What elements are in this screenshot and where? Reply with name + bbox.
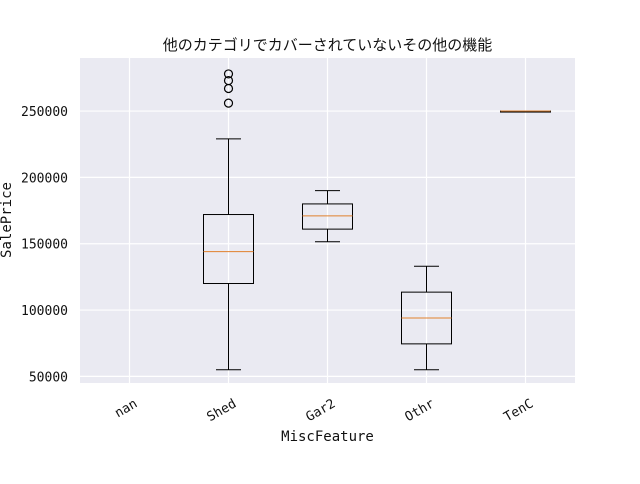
x-tick-label: Othr: [403, 396, 438, 425]
y-axis-label: SalePrice: [0, 182, 15, 258]
iqr-box: [302, 203, 353, 230]
iqr-box: [203, 214, 254, 285]
y-tick-label: 250000: [21, 105, 68, 120]
y-tick-label: 200000: [21, 171, 68, 186]
x-axis-label: MiscFeature: [281, 429, 374, 445]
box-Othr: [401, 265, 452, 371]
chart-title: 他のカテゴリでカバーされていないその他の機能: [162, 36, 493, 54]
outlier-point: [223, 98, 234, 108]
y-tick-label: 50000: [29, 370, 68, 385]
outlier-point: [223, 75, 234, 86]
x-tick-label: TenC: [502, 396, 537, 425]
x-tick-label: Gar2: [304, 396, 339, 425]
box-TenC: [500, 110, 551, 113]
box-Shed: [203, 69, 254, 371]
x-tick-label: Shed: [205, 396, 240, 425]
outlier-point: [223, 69, 234, 79]
x-tick-label: nan: [112, 396, 140, 421]
box-Gar2: [302, 190, 353, 243]
y-tick-label: 100000: [21, 304, 68, 319]
y-tick-label: 150000: [21, 238, 68, 253]
